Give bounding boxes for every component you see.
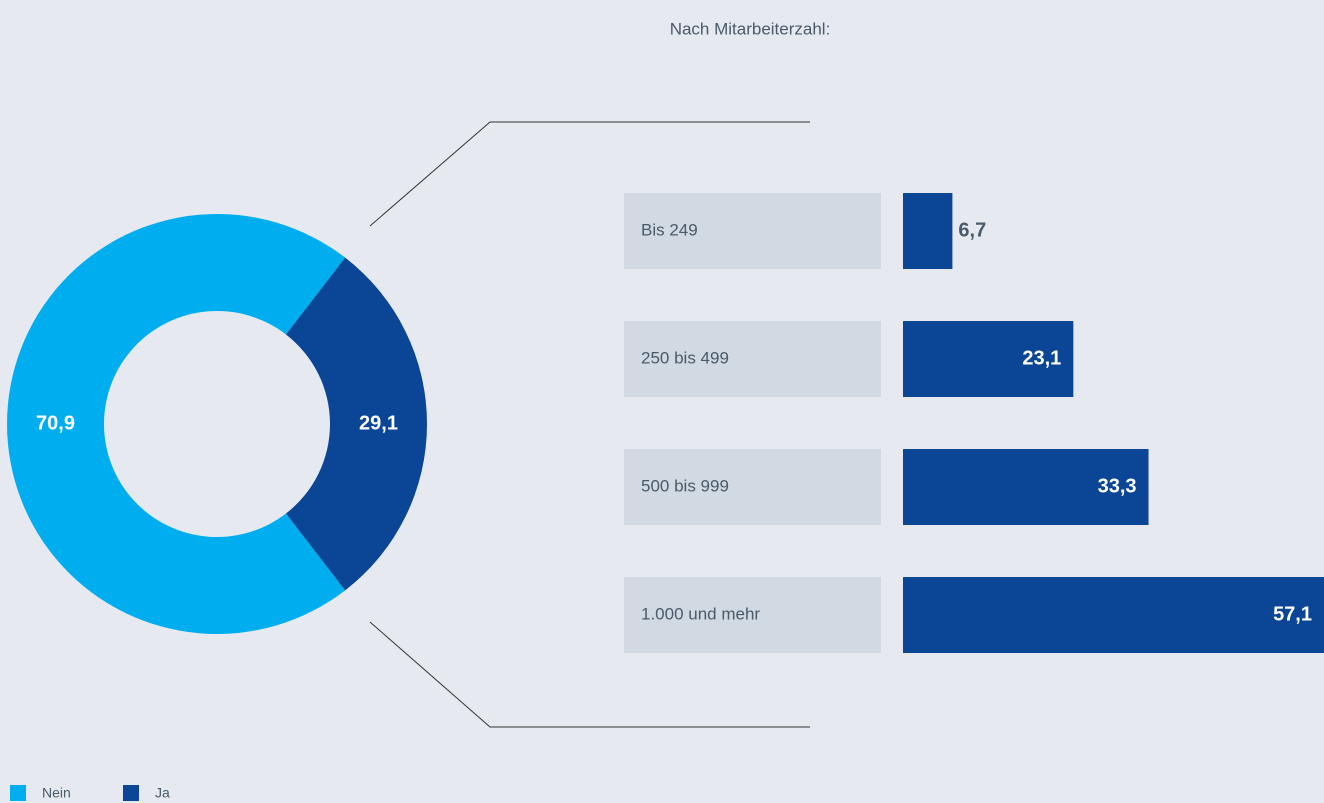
connector-line <box>369 121 810 227</box>
bar <box>903 577 1324 653</box>
legend-label: Nein <box>42 785 71 801</box>
bar-value-label: 33,3 <box>1098 475 1137 497</box>
category-box <box>624 449 881 525</box>
category-box <box>624 193 881 269</box>
donut-slice <box>285 257 427 591</box>
slice-label: 70,9 <box>36 412 75 434</box>
legend-swatch <box>123 785 139 801</box>
bar-chart-title: Nach Mitarbeiterzahl: <box>670 19 831 38</box>
bar <box>903 449 1149 525</box>
category-label: 250 bis 499 <box>641 348 729 367</box>
bar-value-label: 6,7 <box>958 219 986 241</box>
bar <box>903 321 1074 397</box>
legend-label: Ja <box>155 785 170 801</box>
donut-slice <box>6 214 346 635</box>
category-box <box>624 321 881 397</box>
category-box <box>624 577 881 653</box>
legend-swatch <box>10 785 26 801</box>
bar <box>903 193 953 269</box>
category-label: Bis 249 <box>641 220 698 239</box>
slice-label: 29,1 <box>359 412 398 434</box>
category-label: 500 bis 999 <box>641 476 729 495</box>
bar-value-label: 23,1 <box>1022 347 1061 369</box>
bar-value-label: 57,1 <box>1273 603 1312 625</box>
connector-line <box>369 621 810 728</box>
category-label: 1.000 und mehr <box>641 604 760 623</box>
